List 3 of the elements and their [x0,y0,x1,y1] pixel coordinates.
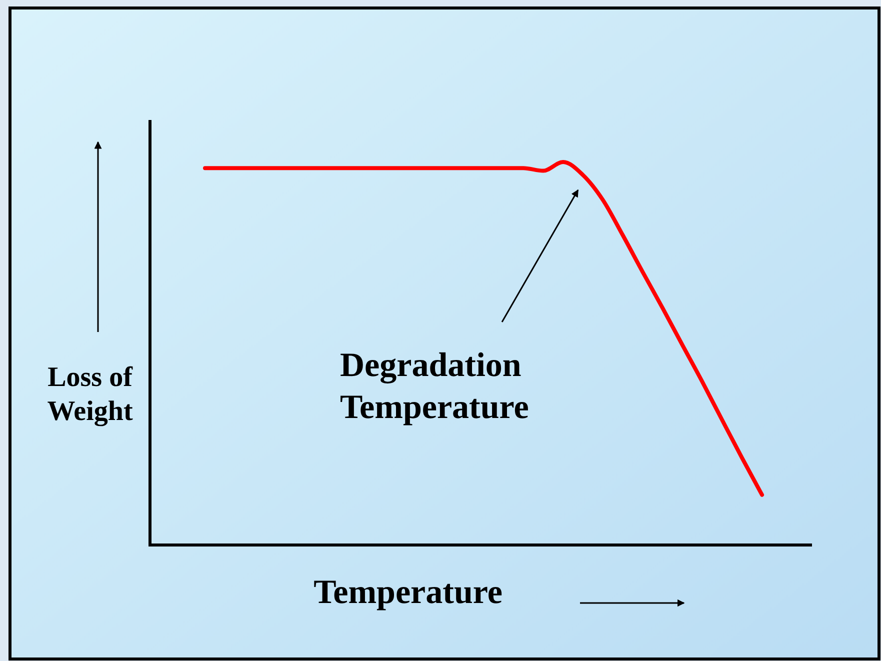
x-axis-title: Temperature [314,574,502,611]
y-axis-title: Loss of Weight [47,362,134,427]
annotation: Degradation Temperature [340,347,529,426]
